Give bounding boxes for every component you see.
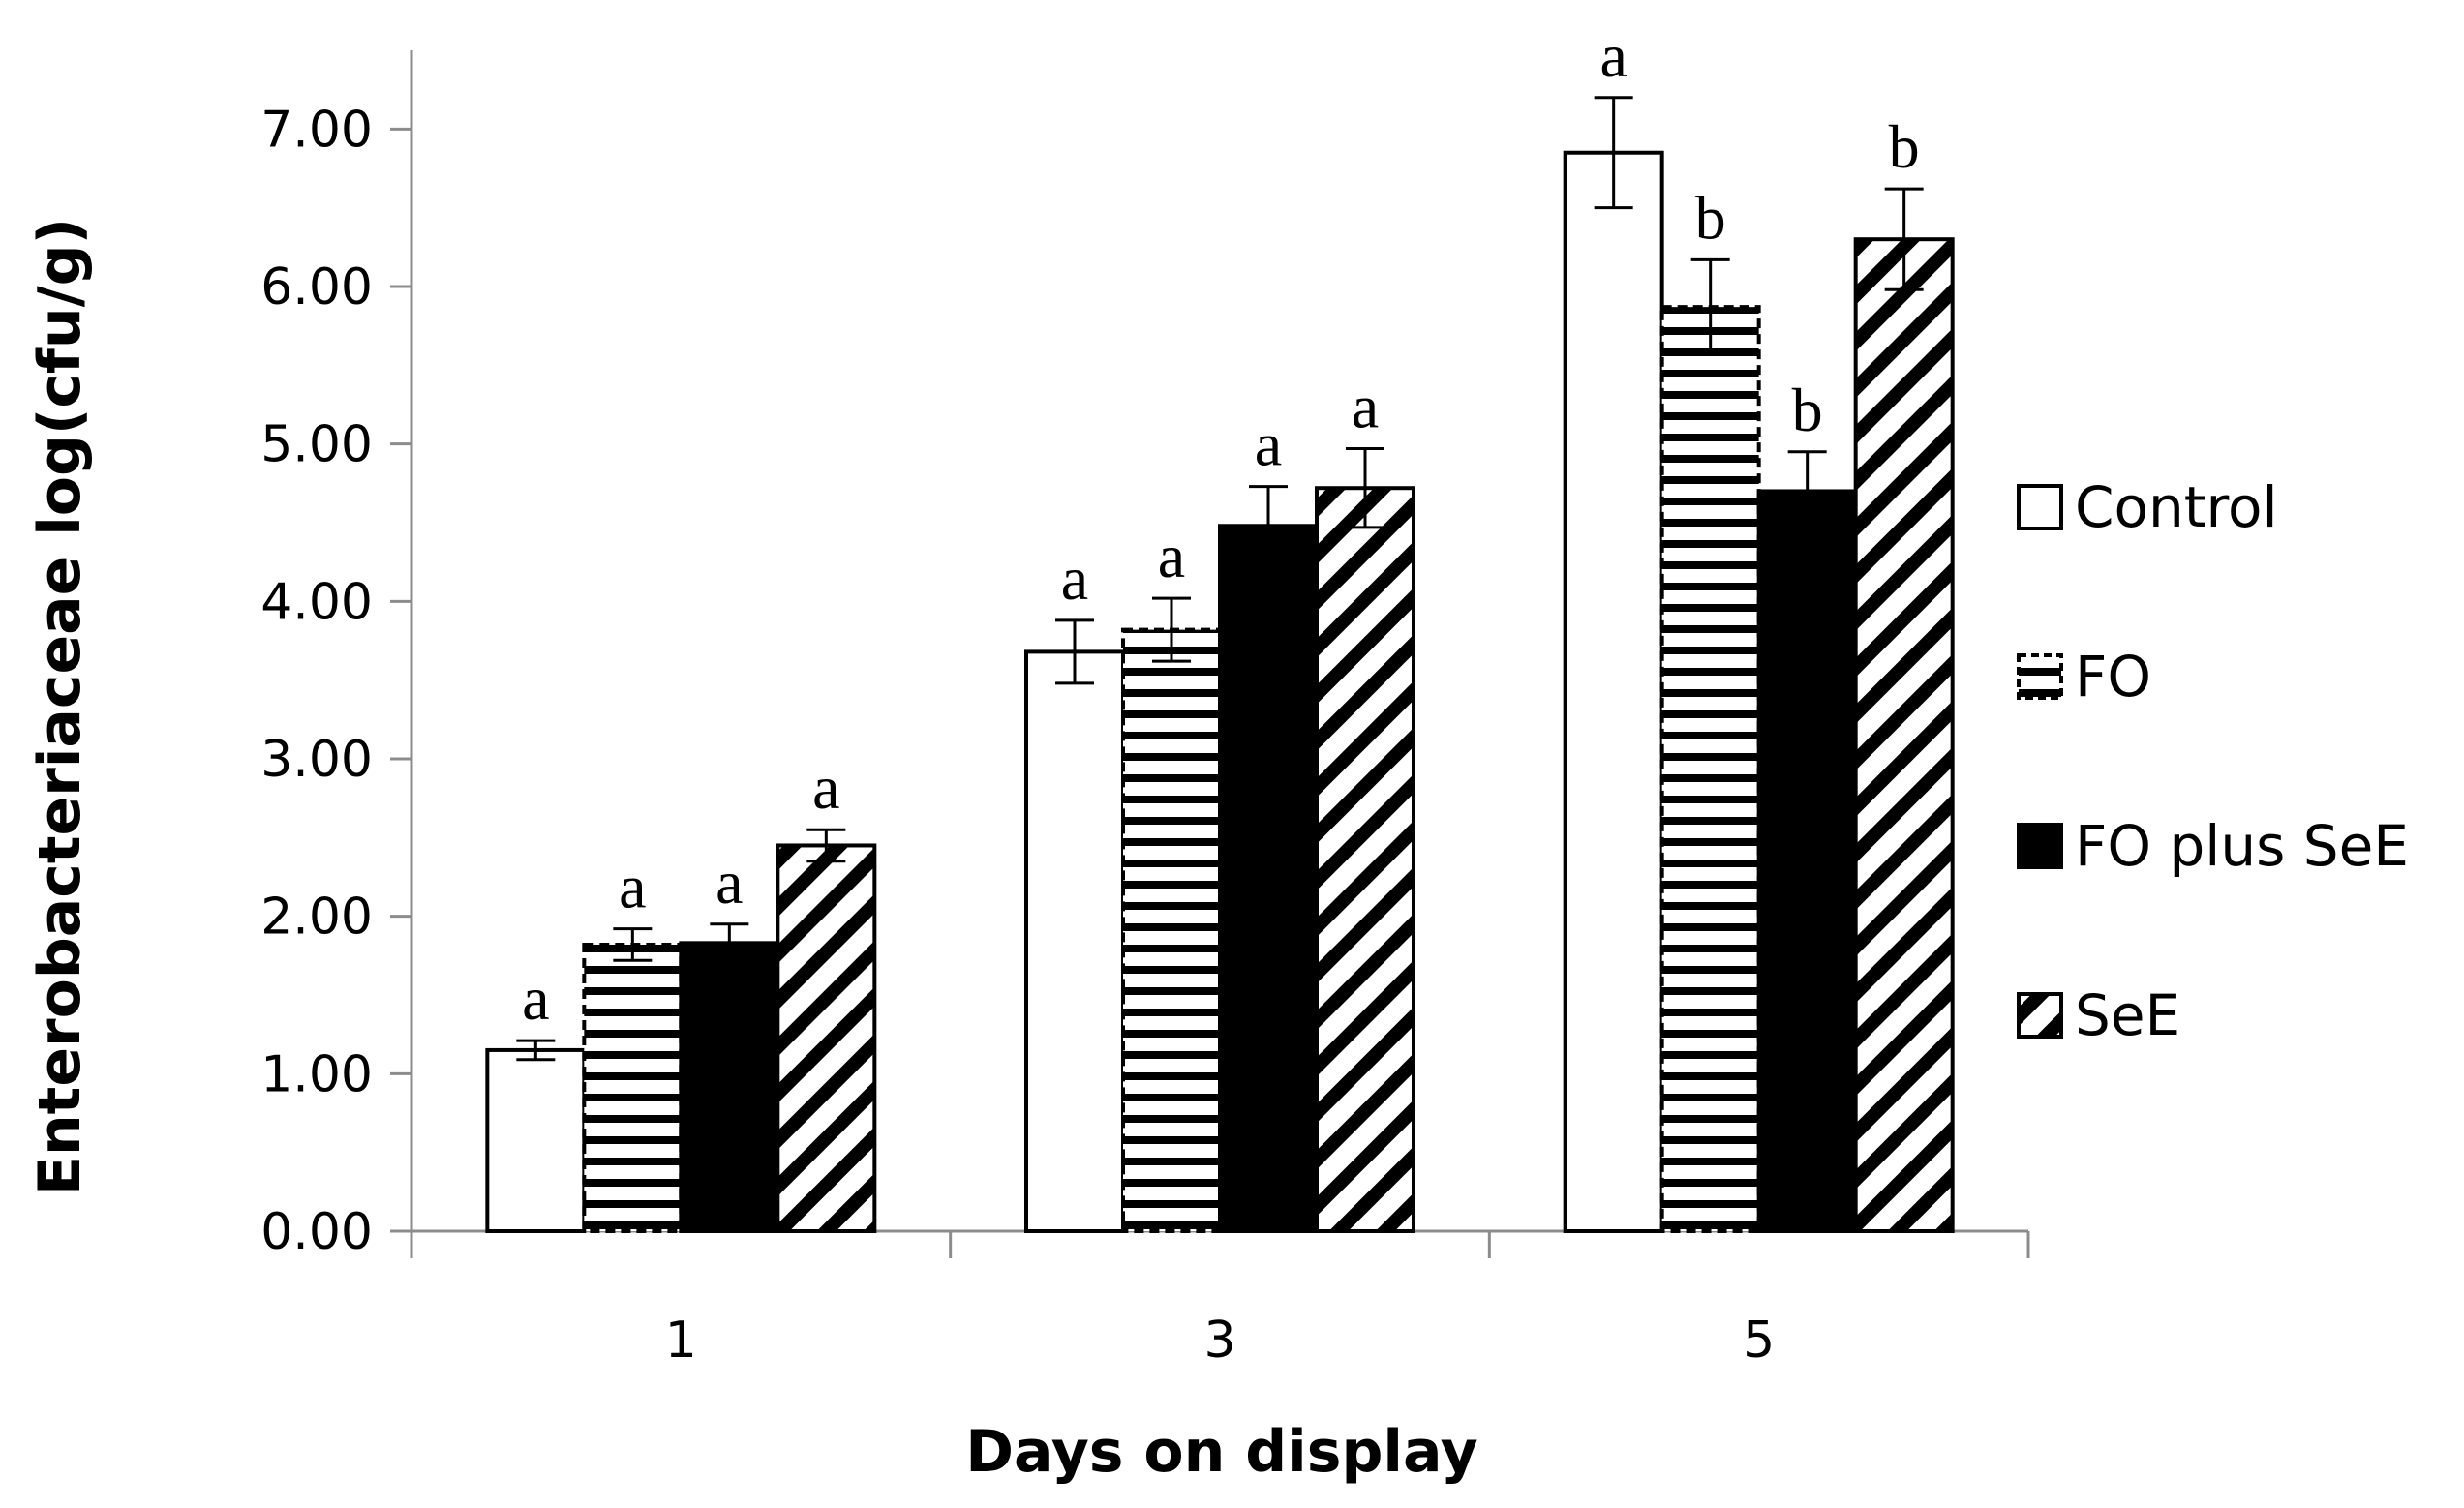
bar-fo-day-3	[1121, 627, 1222, 1233]
x-axis-title: Days on display	[965, 1418, 1477, 1486]
error-bars	[516, 96, 1924, 1062]
y-tick-label: 6.00	[260, 258, 373, 317]
significance-letter: a	[522, 964, 549, 1033]
x-tick-label: 5	[1743, 1312, 1775, 1370]
bars	[485, 150, 1955, 1234]
significance-letter: a	[1158, 522, 1185, 590]
bar-control-day-5	[1563, 150, 1664, 1234]
significance-letter: a	[715, 848, 743, 917]
legend-swatch-control	[2017, 484, 2063, 530]
bar-see-day-1	[776, 843, 877, 1233]
bar-see-day-5	[1853, 237, 1955, 1234]
legend: Control FO FO plus SeE SeE	[2017, 474, 2409, 1048]
bar-fo-day-5	[1659, 305, 1761, 1233]
significance-letter: a	[1255, 410, 1282, 479]
y-axis: 0.00 1.00 2.00 3.00 4.00 5.00 6.00 7.00	[260, 50, 413, 1261]
bar-control-day-1	[485, 1047, 587, 1234]
bar-control-day-3	[1024, 649, 1125, 1233]
y-tick-label: 0.00	[260, 1203, 373, 1261]
significance-letter: b	[1889, 112, 1920, 181]
bar-see-day-3	[1315, 486, 1415, 1234]
legend-label: Control	[2075, 474, 2278, 540]
bar-fo-day-1	[582, 942, 684, 1233]
y-axis-title: Enterobacteriaceae log(cfu/g)	[26, 218, 94, 1195]
bar-fo-plus-see-day-3	[1218, 524, 1319, 1233]
x-tick-label: 1	[665, 1312, 697, 1370]
legend-label: FO plus SeE	[2075, 813, 2409, 879]
significance-letter: b	[1695, 183, 1726, 252]
significance-letter: a	[1061, 544, 1088, 613]
legend-label: FO	[2075, 644, 2151, 709]
x-axis: 1 3 5	[410, 1229, 2030, 1370]
y-tick-label: 3.00	[260, 731, 373, 789]
significance-letter: a	[619, 853, 646, 921]
y-tick-label: 7.00	[260, 101, 373, 159]
significance-letter: a	[1599, 21, 1627, 90]
y-tick-label: 4.00	[260, 573, 373, 631]
significance-letter: a	[1352, 373, 1379, 441]
bar-fo-plus-see-day-1	[679, 941, 780, 1233]
legend-swatch-fo-plus-see	[2017, 823, 2063, 869]
y-tick-label: 2.00	[260, 889, 373, 947]
y-tick-label: 5.00	[260, 416, 373, 474]
y-tick-label: 1.00	[260, 1045, 373, 1103]
significance-letter: a	[812, 753, 839, 822]
legend-label: SeE	[2075, 982, 2180, 1048]
bar-fo-plus-see-day-5	[1756, 489, 1858, 1233]
legend-swatch-see	[2017, 992, 2063, 1039]
significance-letter: b	[1792, 376, 1823, 444]
legend-swatch-fo	[2017, 653, 2063, 700]
x-tick-label: 3	[1203, 1312, 1235, 1370]
